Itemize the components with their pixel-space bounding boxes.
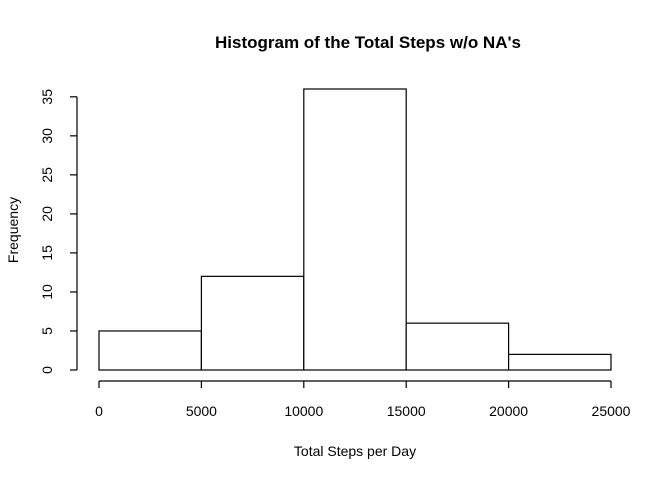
histogram-bar-3 bbox=[406, 323, 508, 370]
y-tick-label-7: 35 bbox=[39, 89, 55, 105]
y-tick-label-1: 5 bbox=[39, 327, 55, 335]
chart-title: Histogram of the Total Steps w/o NA's bbox=[215, 33, 521, 52]
histogram-bar-4 bbox=[509, 354, 611, 370]
bars-group bbox=[99, 89, 611, 370]
y-tick-label-0: 0 bbox=[39, 366, 55, 374]
x-tick-label-3: 15000 bbox=[387, 403, 426, 419]
y-tick-label-6: 30 bbox=[39, 128, 55, 144]
histogram-bar-0 bbox=[99, 331, 201, 370]
x-axis: 0 5000 10000 15000 20000 25000 bbox=[95, 381, 631, 419]
y-axis-label: Frequency bbox=[5, 197, 21, 263]
y-tick-label-5: 25 bbox=[39, 167, 55, 183]
y-axis: 0 5 10 15 20 25 30 35 bbox=[39, 89, 77, 374]
x-axis-label: Total Steps per Day bbox=[294, 443, 416, 459]
x-tick-label-0: 0 bbox=[95, 403, 103, 419]
y-tick-label-4: 20 bbox=[39, 206, 55, 222]
y-tick-label-3: 15 bbox=[39, 245, 55, 261]
y-tick-label-2: 10 bbox=[39, 284, 55, 300]
histogram-bar-2 bbox=[304, 89, 406, 370]
x-tick-label-4: 20000 bbox=[489, 403, 528, 419]
x-tick-label-5: 25000 bbox=[592, 403, 631, 419]
x-tick-label-2: 10000 bbox=[284, 403, 323, 419]
histogram-bar-1 bbox=[201, 276, 303, 370]
x-tick-label-1: 5000 bbox=[186, 403, 217, 419]
